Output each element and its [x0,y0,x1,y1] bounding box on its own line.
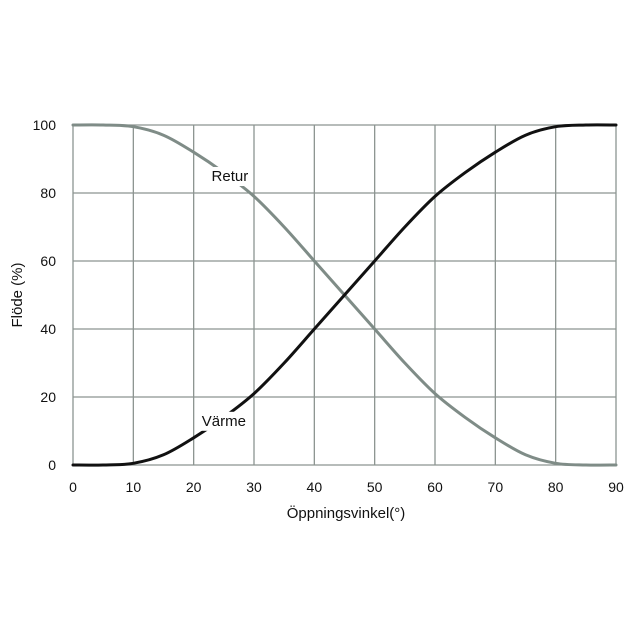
x-tick-label: 10 [126,479,142,495]
grid-lines [72,124,617,466]
annotation-background [197,411,250,431]
x-tick-label: 80 [548,479,564,495]
series-line-v-rme [71,123,618,467]
x-tick-label: 60 [427,479,443,495]
series-lines [71,123,618,467]
series-annotation-label: Värme [202,413,246,430]
y-tick-label: 60 [40,253,56,269]
y-tick-label: 0 [48,457,56,473]
y-tick-label: 100 [33,117,57,133]
annotation-background [207,167,253,186]
y-tick-label: 80 [40,185,56,201]
y-axis-ticks: 0 20 40 60 80 100 [33,117,57,473]
y-axis-title: Flöde (%) [9,262,26,327]
series-annotation: Retur [207,167,253,186]
x-tick-label: 40 [307,479,323,495]
y-tick-label: 40 [40,321,56,337]
series-annotation-label: Retur [212,168,249,185]
y-tick-label: 20 [40,389,56,405]
x-tick-label: 20 [186,479,202,495]
x-tick-label: 90 [608,479,624,495]
series-annotations: Retur Värme [197,167,253,431]
x-tick-label: 0 [69,479,77,495]
x-tick-label: 50 [367,479,383,495]
x-axis-title: Öppningsvinkel(°) [287,504,406,522]
series-annotation: Värme [197,411,250,431]
x-axis-ticks: 0 10 20 30 40 50 60 70 80 90 [69,479,624,495]
x-tick-label: 70 [488,479,504,495]
x-tick-label: 30 [246,479,262,495]
